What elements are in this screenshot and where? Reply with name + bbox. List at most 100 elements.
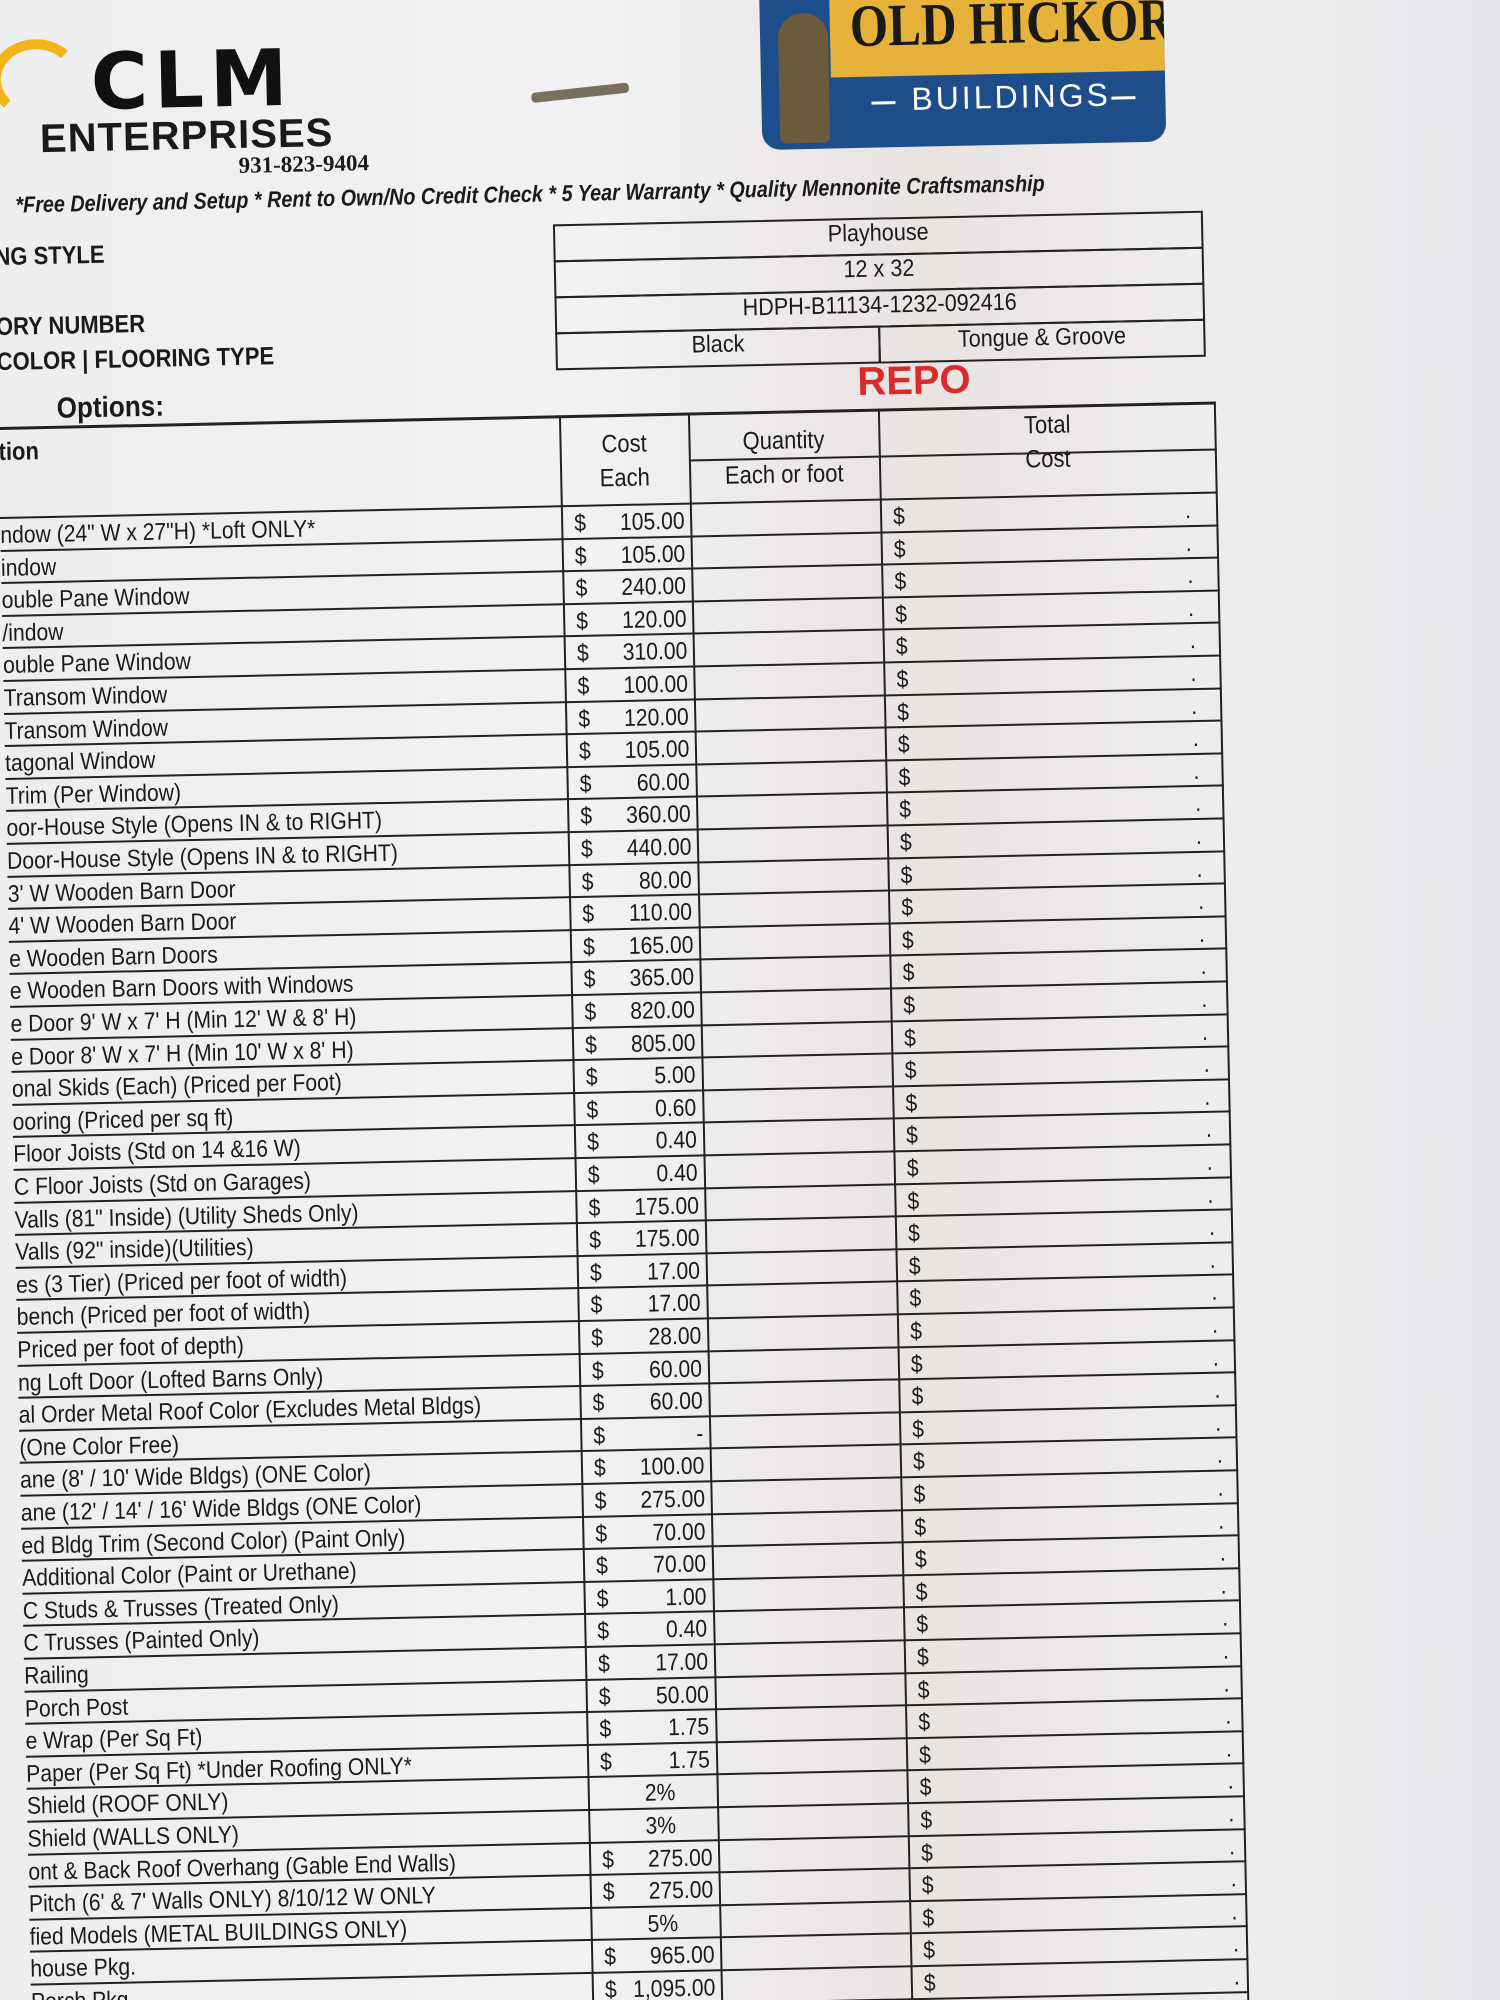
cost: 105.00 [619, 507, 685, 537]
currency: $ [595, 1520, 608, 1548]
total-currency: $ [919, 1774, 932, 1802]
cost: 70.00 [652, 1518, 706, 1547]
option: Trim (Per Window) [5, 779, 182, 810]
total-blank: . [1219, 1539, 1226, 1567]
total-currency: $ [901, 894, 914, 922]
cost: 275.00 [647, 1876, 714, 1905]
color: Black [691, 330, 745, 359]
cost: 1,095.00 [632, 1974, 716, 2000]
option: C Studs & Trusses (Treated Only) [22, 1590, 340, 1625]
cost: 805.00 [630, 1029, 696, 1058]
option: C Trusses (Painted Only) [23, 1625, 260, 1658]
total-blank: . [1201, 985, 1208, 1013]
total-currency: $ [911, 1415, 925, 1443]
currency: $ [603, 1943, 617, 1972]
cost: 120.00 [623, 703, 689, 732]
currency: $ [591, 1357, 604, 1385]
cost: 60.00 [649, 1387, 703, 1416]
cost: 28.00 [648, 1322, 702, 1351]
option: C Floor Joists (Std on Garages) [13, 1167, 312, 1201]
header-cost: Cost Each [567, 426, 682, 496]
total-currency: $ [897, 731, 910, 759]
currency: $ [578, 705, 591, 733]
currency: $ [575, 607, 589, 635]
total-currency: $ [907, 1187, 920, 1215]
total-blank: . [1232, 1930, 1239, 1958]
currency: $ [584, 998, 597, 1026]
staple [530, 82, 630, 104]
header-total: Total Cost [898, 405, 1197, 479]
option: Porch Post [24, 1693, 129, 1723]
total-blank: . [1185, 529, 1193, 557]
option: 3' W Wooden Barn Door [7, 875, 236, 908]
currency: $ [589, 1259, 602, 1287]
cost: 440.00 [626, 833, 692, 862]
currency: $ [590, 1291, 603, 1320]
total-blank: . [1194, 790, 1201, 818]
total-currency: $ [902, 959, 915, 987]
currency: $ [584, 1031, 598, 1059]
currency: $ [587, 1161, 600, 1189]
info-label: ORY NUMBER [0, 309, 146, 342]
total-blank: . [1206, 1148, 1213, 1176]
style: Playhouse [827, 218, 929, 248]
total-currency: $ [911, 1383, 924, 1411]
option: 4' W Wooden Barn Door [8, 908, 237, 941]
cost: 105.00 [624, 735, 690, 765]
total-blank: . [1226, 1767, 1234, 1795]
total-blank: . [1204, 1083, 1211, 1111]
cost: 2% [644, 1779, 676, 1808]
total-currency: $ [896, 698, 910, 726]
currency: $ [597, 1650, 611, 1678]
total-blank: . [1188, 594, 1195, 622]
total-blank: . [1209, 1246, 1217, 1274]
total-blank: . [1233, 1963, 1240, 1991]
total-currency: $ [920, 1806, 933, 1835]
total-blank: . [1211, 1311, 1219, 1339]
cost: 0.40 [655, 1126, 698, 1155]
total-blank: . [1222, 1637, 1230, 1665]
total-blank: . [1186, 562, 1194, 590]
total-blank: . [1195, 822, 1203, 851]
option: Valls (92" inside)(Utilities) [15, 1234, 254, 1267]
header-line: Each [599, 463, 651, 493]
cost: 105.00 [619, 540, 686, 569]
currency: $ [574, 542, 587, 570]
option: indow [0, 553, 57, 582]
total-blank: . [1190, 659, 1197, 688]
cost: 17.00 [647, 1289, 701, 1318]
total-currency: $ [917, 1676, 930, 1704]
option: Porch Pkg. [31, 1987, 135, 2000]
option: ouble Pane Window [2, 648, 192, 680]
cost: 70.00 [652, 1550, 707, 1579]
total-blank: . [1214, 1376, 1221, 1404]
total-currency: $ [903, 991, 916, 1020]
currency: $ [585, 1063, 598, 1092]
total-currency: $ [910, 1350, 923, 1378]
option: Shield (ROOF ONLY) [26, 1788, 229, 1821]
option: (One Color Free) [19, 1431, 180, 1462]
currency: $ [592, 1389, 605, 1417]
total-currency: $ [893, 535, 906, 563]
currency: $ [580, 803, 593, 831]
currency: $ [575, 574, 588, 603]
cost: 275.00 [639, 1485, 705, 1514]
total-currency: $ [905, 1122, 919, 1150]
total-blank: . [1229, 1833, 1236, 1861]
option: Floor Joists (Std on 14 &16 W) [13, 1135, 302, 1169]
cost: 310.00 [622, 638, 688, 667]
currency: $ [580, 835, 594, 863]
brand-logo: OLD HICKORY BUILDINGS [758, 0, 1167, 150]
currency: $ [583, 966, 596, 994]
total-currency: $ [915, 1578, 928, 1606]
total-currency: $ [905, 1089, 918, 1117]
option: ng Loft Door (Lofted Barns Only) [17, 1363, 324, 1397]
cost: 100.00 [622, 670, 688, 699]
total-currency: $ [906, 1154, 919, 1183]
total-currency: $ [922, 1904, 935, 1932]
currency: $ [588, 1226, 602, 1255]
currency: $ [573, 509, 587, 537]
total-currency: $ [918, 1741, 932, 1769]
cost: 0.40 [666, 1615, 708, 1644]
